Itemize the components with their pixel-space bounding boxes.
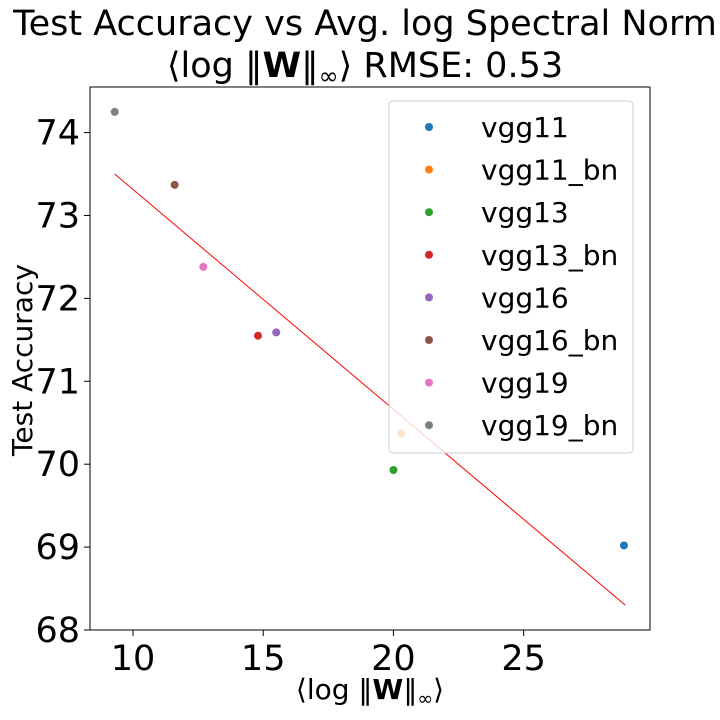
x-tick-label: 25 <box>501 639 546 679</box>
legend-marker-vgg19-bn <box>425 421 433 430</box>
data-point-vgg16-bn <box>170 180 179 189</box>
data-point-vgg19 <box>199 262 208 271</box>
legend-label-vgg11: vgg11 <box>481 111 569 144</box>
x-tick-label: 20 <box>371 639 416 679</box>
y-tick-label: 74 <box>35 114 80 154</box>
legend-label-vgg19: vgg19 <box>481 367 569 400</box>
y-tick-label: 73 <box>35 196 80 236</box>
legend-marker-vgg16 <box>425 293 433 302</box>
data-point-vgg19-bn <box>110 107 119 116</box>
legend-label-vgg13: vgg13 <box>481 196 569 229</box>
legend-marker-vgg13 <box>425 208 433 217</box>
legend-box <box>388 100 634 454</box>
legend-label-vgg16: vgg16 <box>481 281 569 314</box>
legend-marker-vgg19 <box>425 378 433 387</box>
chart-title-line2: ⟨log ‖W‖∞⟩ RMSE: 0.53 <box>167 46 563 90</box>
y-tick-label: 70 <box>35 445 80 485</box>
x-axis-label: ⟨log ‖W‖∞⟩ <box>296 673 444 710</box>
data-point-vgg16 <box>272 328 281 337</box>
legend-label-vgg16-bn: vgg16_bn <box>481 324 618 357</box>
legend: vgg11 vgg11_bn vgg13 vgg13_bn vgg16 vgg16_bnv… <box>388 100 634 454</box>
y-axis-ticks: 68 69 70 71 72 73 74 <box>35 114 90 651</box>
y-axis-label: Test Accuracy <box>6 264 39 457</box>
x-tick-label: 10 <box>111 639 156 679</box>
legend-label-vgg11-bn: vgg11_bn <box>481 154 618 187</box>
y-tick-label: 72 <box>35 279 80 319</box>
regression-line <box>114 173 626 606</box>
data-point-vgg13 <box>389 466 398 475</box>
x-axis-ticks: 10 15 20 25 <box>111 630 546 679</box>
y-tick-label: 69 <box>35 528 80 568</box>
legend-label-vgg19-bn: vgg19_bn <box>481 409 618 442</box>
legend-marker-vgg16-bn <box>425 336 433 344</box>
legend-marker-vgg11-bn <box>425 165 433 174</box>
x-tick-label: 15 <box>241 639 286 679</box>
y-tick-label: 68 <box>35 611 80 651</box>
data-point-vgg11 <box>619 541 628 550</box>
chart-title-line1: Test Accuracy vs Avg. log Spectral Norm <box>12 4 717 44</box>
data-point-vgg13-bn <box>254 331 262 340</box>
legend-marker-vgg11 <box>425 123 433 131</box>
legend-label-vgg13-bn: vgg13_bn <box>481 239 618 272</box>
plot-area <box>89 86 651 631</box>
y-tick-label: 71 <box>35 362 80 402</box>
legend-marker-vgg13-bn <box>425 250 433 259</box>
